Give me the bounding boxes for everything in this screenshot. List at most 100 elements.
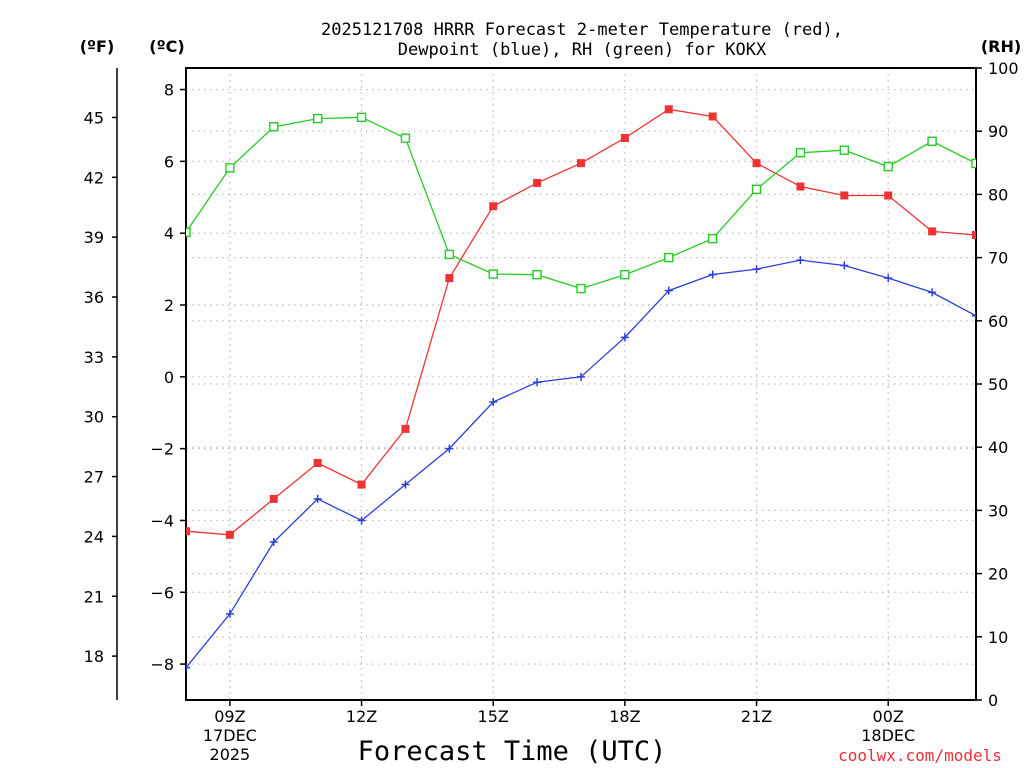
temperature-point <box>401 424 410 433</box>
dewpoint-point <box>357 516 366 525</box>
temperature-point <box>577 159 585 168</box>
rh-tick-label: 50 <box>988 375 1008 394</box>
dewpoint-point <box>884 274 893 283</box>
x-tick-label: 00Z <box>873 707 904 726</box>
fahrenheit-tick-label: 27 <box>84 468 104 487</box>
dewpoint-point <box>401 480 410 489</box>
rh-point <box>356 112 367 122</box>
fahrenheit-tick-label: 42 <box>84 168 104 187</box>
temperature-point <box>840 191 849 200</box>
x-tick-label: 09Z <box>214 707 245 726</box>
rh-point <box>269 122 279 132</box>
temperature-point <box>313 459 322 467</box>
dewpoint-point <box>664 286 673 295</box>
temperature-point <box>664 105 673 114</box>
temperature-point <box>972 230 976 239</box>
rh-tick-label: 60 <box>988 312 1008 331</box>
fahrenheit-tick-label: 36 <box>84 288 104 307</box>
rh-line <box>186 116 976 290</box>
series-dewpoint <box>186 256 976 672</box>
rh-point <box>532 269 542 280</box>
fahrenheit-unit-label: (ºF) <box>80 37 115 56</box>
dewpoint-point <box>708 270 717 279</box>
rh-tick-label: 30 <box>988 501 1008 520</box>
dewpoint-point <box>752 265 761 274</box>
fahrenheit-tick-label: 30 <box>84 408 104 427</box>
rh-point <box>225 163 235 173</box>
rh-point <box>883 161 893 172</box>
fahrenheit-tick-label: 18 <box>84 647 104 666</box>
temperature-point <box>620 134 629 143</box>
x-tick-label: 12Z <box>346 707 377 726</box>
rh-point <box>576 283 586 294</box>
fahrenheit-tick-label: 45 <box>84 108 104 127</box>
dewpoint-point <box>533 378 542 387</box>
dewpoint-line <box>186 259 976 669</box>
temperature-point <box>269 494 278 503</box>
temperature-point <box>225 530 234 539</box>
rh-point <box>400 133 411 143</box>
rh-point <box>488 269 498 279</box>
dewpoint-point <box>313 494 322 503</box>
dewpoint-point <box>840 261 849 270</box>
x-tick-label: 15Z <box>478 707 509 726</box>
credit-text: coolwx.com/models <box>838 746 1002 765</box>
rh-tick-label: 90 <box>988 122 1008 141</box>
fahrenheit-tick-label: 24 <box>84 527 104 546</box>
x-tick-label: 18DEC <box>861 726 915 745</box>
rh-point <box>839 145 850 155</box>
temperature-point <box>533 178 542 187</box>
fahrenheit-tick-label: 21 <box>84 587 104 606</box>
temperature-point <box>796 182 805 191</box>
rh-point <box>186 227 191 238</box>
dewpoint-point <box>225 609 234 618</box>
data-series <box>186 105 976 672</box>
celsius-unit-label: (ºC) <box>149 37 184 56</box>
series-temperature <box>186 105 976 539</box>
chart-title-line-2: Dewpoint (blue), RH (green) for KOKX <box>398 40 767 60</box>
x-tick-label: 18Z <box>609 707 640 726</box>
rh-tick-label: 20 <box>988 565 1008 584</box>
dewpoint-point <box>972 311 976 320</box>
celsius-tick-label: 6 <box>164 152 174 171</box>
rh-point <box>444 249 455 260</box>
dewpoint-point <box>489 397 498 406</box>
rh-point <box>707 233 718 244</box>
rh-point <box>971 158 976 169</box>
x-axis-label: Forecast Time (UTC) <box>358 736 667 767</box>
series-rh <box>186 112 976 294</box>
rh-point <box>927 136 937 147</box>
rh-tick-label: 100 <box>988 59 1019 78</box>
temperature-point <box>489 202 498 211</box>
dewpoint-point <box>186 663 190 672</box>
temperature-point <box>752 159 761 168</box>
celsius-tick-label: 4 <box>164 224 174 243</box>
rh-tick-label: 10 <box>988 628 1008 647</box>
celsius-tick-label: −4 <box>150 511 174 530</box>
rh-point <box>751 184 762 195</box>
dewpoint-point <box>796 256 805 265</box>
dewpoint-point <box>577 372 585 381</box>
x-tick-label: 21Z <box>741 707 772 726</box>
dewpoint-point <box>620 333 629 342</box>
temperature-point <box>884 191 893 200</box>
temperature-line <box>186 108 976 536</box>
fahrenheit-tick-label: 33 <box>84 348 104 367</box>
axis-ticks: −8−6−4−202468182124273033363942450102030… <box>84 59 1019 764</box>
rh-tick-label: 40 <box>988 438 1008 457</box>
rh-unit-label: (RH) <box>981 37 1021 56</box>
celsius-tick-label: 8 <box>164 81 174 100</box>
rh-point <box>664 252 674 263</box>
temperature-point <box>708 112 717 121</box>
chart-title-line-1: 2025121708 HRRR Forecast 2-meter Tempera… <box>321 20 843 40</box>
temperature-point <box>357 480 366 489</box>
celsius-tick-label: −6 <box>150 583 174 602</box>
temperature-point <box>445 274 454 283</box>
rh-tick-label: 80 <box>988 185 1008 204</box>
celsius-tick-label: −8 <box>150 655 174 674</box>
dewpoint-point <box>269 538 278 546</box>
temperature-point <box>928 227 937 236</box>
celsius-tick-label: 0 <box>164 368 174 387</box>
celsius-tick-label: −2 <box>150 440 174 459</box>
